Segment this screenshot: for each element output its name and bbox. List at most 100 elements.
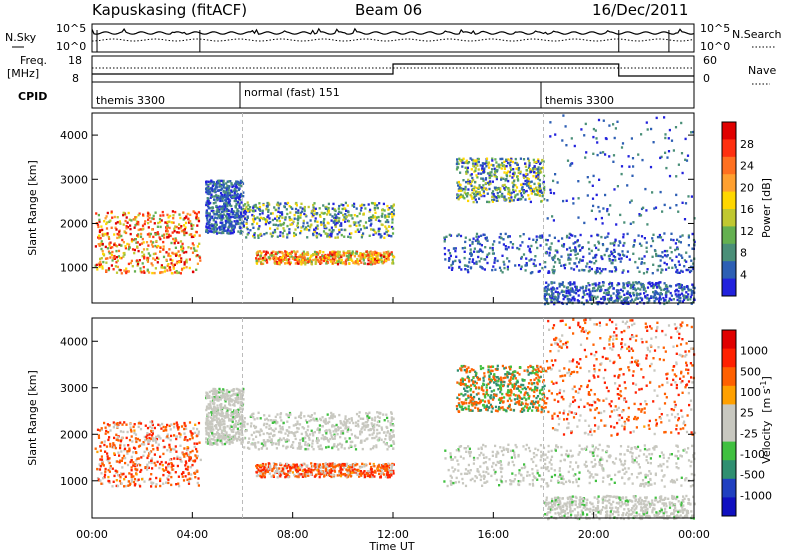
echo-cell xyxy=(310,260,313,263)
echo-cell xyxy=(229,408,232,411)
echo-cell xyxy=(196,442,199,445)
echo-cell xyxy=(211,423,214,426)
echo-cell xyxy=(172,217,175,220)
echo-cell xyxy=(113,215,116,219)
echo-cell xyxy=(336,236,339,239)
echo-cell xyxy=(585,285,588,288)
echo-cell xyxy=(209,440,212,443)
echo-cell xyxy=(386,233,389,237)
echo-cell xyxy=(173,457,176,460)
echo-cell xyxy=(591,289,594,293)
echo-cell xyxy=(101,463,104,466)
echo-cell xyxy=(560,290,563,294)
echo-cell xyxy=(105,429,108,433)
echo-cell xyxy=(209,426,212,430)
echo-cell xyxy=(218,197,221,200)
echo-cell xyxy=(98,220,101,223)
echo-cell xyxy=(316,227,319,230)
echo-cell xyxy=(360,261,363,264)
echo-cell xyxy=(495,187,498,190)
echo-cell xyxy=(173,227,176,230)
echo-cell xyxy=(632,294,635,297)
echo-cell xyxy=(162,240,165,244)
echo-cell xyxy=(443,238,446,241)
echo-cell xyxy=(560,255,563,258)
echo-cell xyxy=(242,398,245,401)
echo-cell xyxy=(650,244,653,248)
echo-cell xyxy=(693,286,696,290)
echo-cell xyxy=(180,230,183,233)
echo-cell xyxy=(217,428,220,432)
echo-cell xyxy=(341,262,344,265)
echo-cell xyxy=(639,301,642,304)
echo-cell xyxy=(483,258,486,261)
echo-cell xyxy=(543,302,547,306)
echo-cell xyxy=(256,253,259,256)
echo-cell xyxy=(218,182,221,185)
echo-cell xyxy=(365,226,368,229)
echo-cell xyxy=(604,236,607,239)
echo-cell xyxy=(184,435,187,439)
echo-cell xyxy=(300,255,303,258)
echo-cell xyxy=(659,259,662,262)
echo-cell xyxy=(279,234,282,237)
echo-cell xyxy=(174,471,177,474)
echo-cell xyxy=(220,179,223,183)
echo-cell xyxy=(381,209,384,212)
echo-cell xyxy=(468,261,471,264)
echo-cell xyxy=(305,253,308,256)
echo-cell xyxy=(156,225,159,228)
echo-cell xyxy=(162,473,165,477)
echo-cell xyxy=(626,283,629,287)
echo-cell xyxy=(538,183,542,186)
echo-cell xyxy=(99,458,102,461)
echo-cell xyxy=(134,216,137,219)
echo-cell xyxy=(220,221,223,224)
echo-cell xyxy=(134,433,138,436)
echo-cell xyxy=(170,262,173,265)
echo-cell xyxy=(312,214,315,217)
echo-cell xyxy=(340,222,343,225)
echo-cell xyxy=(159,477,162,481)
echo-cell xyxy=(672,238,675,242)
echo-cell xyxy=(528,249,531,252)
echo-cell xyxy=(503,160,506,163)
echo-cell xyxy=(516,198,519,201)
echo-cell xyxy=(516,178,519,181)
echo-cell xyxy=(500,167,503,170)
echo-cell xyxy=(269,227,272,230)
echo-cell xyxy=(692,284,695,288)
echo-cell xyxy=(227,434,231,437)
echo-cell xyxy=(196,254,199,257)
echo-cell xyxy=(113,257,116,260)
echo-cell xyxy=(179,216,182,220)
echo-cell xyxy=(505,198,508,201)
echo-cell xyxy=(208,212,211,215)
echo-cell xyxy=(150,461,153,465)
echo-cell xyxy=(375,445,378,449)
echo-cell xyxy=(681,288,684,291)
echo-cell xyxy=(118,233,121,236)
echo-cell xyxy=(196,470,199,473)
echo-cell xyxy=(139,422,143,425)
echo-cell xyxy=(502,238,505,241)
echo-cell xyxy=(246,216,249,219)
echo-cell xyxy=(628,293,631,296)
echo-cell xyxy=(463,191,466,194)
echo-cell xyxy=(596,233,599,237)
echo-cell xyxy=(594,270,597,274)
echo-cell xyxy=(315,252,318,256)
echo-cell xyxy=(274,252,277,256)
echo-cell xyxy=(660,288,663,292)
echo-cell xyxy=(258,205,262,209)
echo-cell xyxy=(96,223,100,226)
echo-cell xyxy=(228,438,231,441)
echo-cell xyxy=(348,417,351,421)
echo-cell xyxy=(303,205,306,209)
echo-cell xyxy=(330,219,333,222)
echo-cell xyxy=(214,409,217,413)
echo-cell xyxy=(175,435,178,438)
echo-cell xyxy=(129,482,132,485)
echo-cell xyxy=(352,261,355,264)
echo-cell xyxy=(569,257,572,261)
